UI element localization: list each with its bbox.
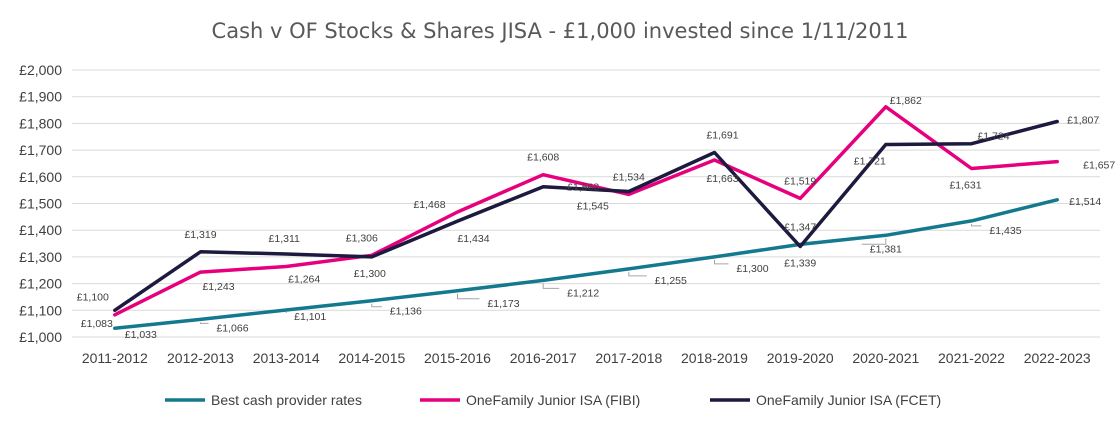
x-tick-label: 2020-2021 xyxy=(852,350,919,366)
series-line-fibi xyxy=(113,105,1059,317)
data-label-fibi: £1,862 xyxy=(890,95,922,107)
series-line-fcet xyxy=(113,119,1059,313)
data-label-fcet: £1,311 xyxy=(269,233,300,245)
data-label-cash: £1,033 xyxy=(125,329,157,341)
x-tick-label: 2022-2023 xyxy=(1024,350,1091,366)
y-tick-label: £1,100 xyxy=(19,302,62,318)
label-leader-line xyxy=(457,293,480,300)
data-label-cash: £1,300 xyxy=(736,263,768,275)
y-tick-label: £1,500 xyxy=(19,196,62,212)
series-line-cash xyxy=(113,198,1059,330)
x-tick-label: 2018-2019 xyxy=(681,350,748,366)
legend-label-cash: Best cash provider rates xyxy=(211,392,362,408)
label-leader-line xyxy=(371,303,382,308)
y-tick-label: £2,000 xyxy=(19,62,62,78)
data-label-fibi: £1,083 xyxy=(81,318,113,330)
label-leader-line xyxy=(971,223,982,227)
label-leader-line xyxy=(200,322,209,324)
data-label-cash: £1,066 xyxy=(216,322,248,334)
data-label-fcet: £1,807 xyxy=(1067,115,1099,127)
x-tick-label: 2016-2017 xyxy=(510,350,577,366)
x-tick-label: 2012-2013 xyxy=(167,350,234,366)
data-label-cash: £1,435 xyxy=(989,225,1021,237)
data-label-fibi: £1,264 xyxy=(288,274,320,286)
data-label-fcet: £1,721 xyxy=(854,156,886,168)
data-label-fibi: £1,663 xyxy=(706,173,738,185)
y-tick-label: £1,600 xyxy=(19,169,62,185)
data-label-fibi: £1,631 xyxy=(949,180,981,192)
data-label-fcet: £1,300 xyxy=(354,268,386,280)
x-tick-label: 2019-2020 xyxy=(767,350,834,366)
x-tick-label: 2021-2022 xyxy=(938,350,1005,366)
label-leader-lines xyxy=(200,223,982,324)
data-label-fibi: £1,657 xyxy=(1083,160,1115,172)
x-tick-label: 2015-2016 xyxy=(424,350,491,366)
data-label-fibi: £1,534 xyxy=(613,171,645,183)
data-label-fibi: £1,608 xyxy=(527,152,559,164)
data-label-fcet: £1,100 xyxy=(77,291,109,303)
data-label-cash: £1,514 xyxy=(1069,196,1101,208)
y-tick-label: £1,800 xyxy=(19,115,62,131)
data-label-cash: £1,347 xyxy=(784,221,816,233)
data-label-cash: £1,381 xyxy=(870,243,902,255)
data-label-cash: £1,173 xyxy=(487,298,519,310)
x-tick-label: 2014-2015 xyxy=(338,350,405,366)
label-leader-line xyxy=(628,271,647,277)
data-label-fcet: £1,691 xyxy=(706,130,738,142)
data-label-fibi: £1,306 xyxy=(346,232,378,244)
data-label-cash: £1,136 xyxy=(390,306,422,318)
data-labels: £1,033 £1,066 £1,101 £1,136 £1,173 £1,212 £1,2… xyxy=(77,95,1116,341)
data-label-fibi: £1,519 xyxy=(784,175,816,187)
x-tick-label: 2017-2018 xyxy=(595,350,662,366)
legend-label-fibi: OneFamily Junior ISA (FIBI) xyxy=(466,392,640,408)
y-axis: £1,000 £1,100 £1,200 £1,300 £1,400 £1,500 £1,6… xyxy=(19,62,62,345)
legend: Best cash provider rates OneFamily Junior… xyxy=(165,392,941,408)
label-leader-line xyxy=(542,283,560,289)
label-leader-line xyxy=(861,238,887,245)
x-tick-label: 2013-2014 xyxy=(253,350,320,366)
chart-title: Cash v OF Stocks & Shares JISA - £1,000 … xyxy=(212,19,909,43)
series-lines xyxy=(113,105,1059,330)
data-label-fibi: £1,468 xyxy=(413,199,445,211)
y-tick-label: £1,300 xyxy=(19,249,62,265)
data-label-fcet: £1,563 xyxy=(567,182,599,194)
data-label-cash: £1,101 xyxy=(294,311,326,323)
y-tick-label: £1,400 xyxy=(19,222,62,238)
data-label-cash: £1,212 xyxy=(567,287,599,299)
data-label-fcet: £1,319 xyxy=(184,229,216,241)
gridlines xyxy=(72,69,1100,338)
data-label-fcet: £1,724 xyxy=(977,131,1009,143)
y-tick-label: £1,700 xyxy=(19,142,62,158)
data-label-fibi: £1,243 xyxy=(202,281,234,293)
legend-label-fcet: OneFamily Junior ISA (FCET) xyxy=(756,392,941,408)
y-tick-label: £1,000 xyxy=(19,329,62,345)
data-label-fcet: £1,339 xyxy=(784,258,816,270)
x-axis: 2011-2012 2012-2013 2013-2014 2014-2015 2015… xyxy=(82,350,1091,366)
x-tick-label: 2011-2012 xyxy=(82,350,148,366)
y-tick-label: £1,900 xyxy=(19,89,62,105)
data-label-cash: £1,255 xyxy=(655,275,687,287)
label-leader-line xyxy=(714,259,729,265)
data-label-fcet: £1,545 xyxy=(577,201,609,213)
y-tick-label: £1,200 xyxy=(19,276,62,292)
data-label-fcet: £1,434 xyxy=(457,233,489,245)
